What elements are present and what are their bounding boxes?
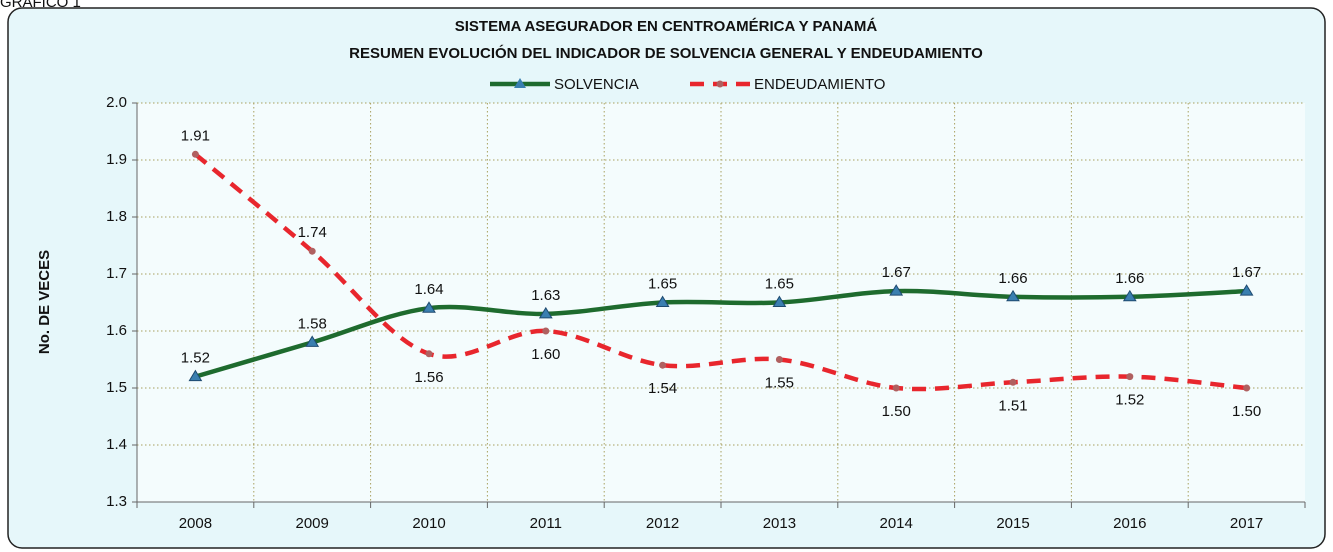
chart-title: SISTEMA ASEGURADOR EN CENTROAMÉRICA Y PA… [455,18,878,35]
y-tick-label: 1.5 [106,379,127,396]
y-tick-label: 1.3 [106,493,127,510]
marker [1122,289,1137,302]
marker [659,361,667,369]
y-tick-label: 1.7 [106,265,127,282]
data-label: 1.74 [298,224,327,241]
y-tick-label: 1.9 [106,151,127,168]
data-label: 1.52 [181,350,210,367]
data-label: 1.55 [765,374,794,391]
x-tick-label: 2016 [1113,515,1146,532]
legend-marker [514,78,526,88]
data-label: 1.51 [998,397,1027,414]
data-label: 1.65 [648,275,677,292]
data-label: 1.56 [414,369,443,386]
legend-marker [716,80,724,88]
x-tick-label: 2014 [880,515,913,532]
caption: GRÁFICO 1 [0,0,81,11]
chart-subtitle: RESUMEN EVOLUCIÓN DEL INDICADOR DE SOLVE… [349,44,983,62]
data-label: 1.91 [181,127,210,144]
data-label: 1.58 [298,315,327,332]
marker [655,295,670,307]
marker [892,384,900,392]
marker [305,335,320,347]
marker [542,327,550,335]
data-label: 1.66 [998,270,1027,287]
y-tick-label: 1.8 [106,208,127,225]
marker [1009,378,1017,386]
data-label: 1.52 [1115,392,1144,409]
data-label: 1.63 [531,287,560,304]
marker [422,301,436,313]
series-line [193,152,1247,392]
data-label: 1.66 [1115,270,1144,287]
marker [1126,373,1134,381]
series-line [194,288,1247,379]
data-label: 1.65 [765,275,794,292]
data-label: 1.64 [414,281,443,298]
marker [191,150,199,158]
y-axis-label: No. DE VECES [36,250,53,354]
y-tick-label: 1.6 [106,322,127,339]
x-tick-label: 2017 [1230,515,1263,532]
marker [772,295,787,307]
x-tick-label: 2015 [996,515,1029,532]
legend-label: SOLVENCIA [554,76,639,93]
marker [308,247,316,255]
marker [1239,284,1254,296]
x-tick-label: 2012 [646,515,679,532]
data-label: 1.67 [1232,264,1261,281]
data-label: 1.54 [648,380,677,397]
marker [775,356,783,363]
data-label: 1.67 [882,264,911,281]
marker [425,350,433,358]
x-tick-label: 2013 [763,515,796,532]
x-tick-label: 2011 [530,515,562,532]
data-label: 1.50 [1232,403,1261,420]
marker [1006,289,1020,302]
marker [889,284,904,296]
marker [188,369,203,382]
legend-label: ENDEUDAMIENTO [754,76,885,93]
marker [1243,384,1251,392]
data-label: 1.60 [531,346,560,363]
x-tick-label: 2008 [179,515,212,532]
x-tick-label: 2010 [412,515,445,532]
x-tick-label: 2009 [296,515,329,532]
y-tick-label: 1.4 [106,436,127,453]
y-tick-label: 2.0 [106,94,127,111]
data-label: 1.50 [882,403,911,420]
marker [538,306,553,319]
